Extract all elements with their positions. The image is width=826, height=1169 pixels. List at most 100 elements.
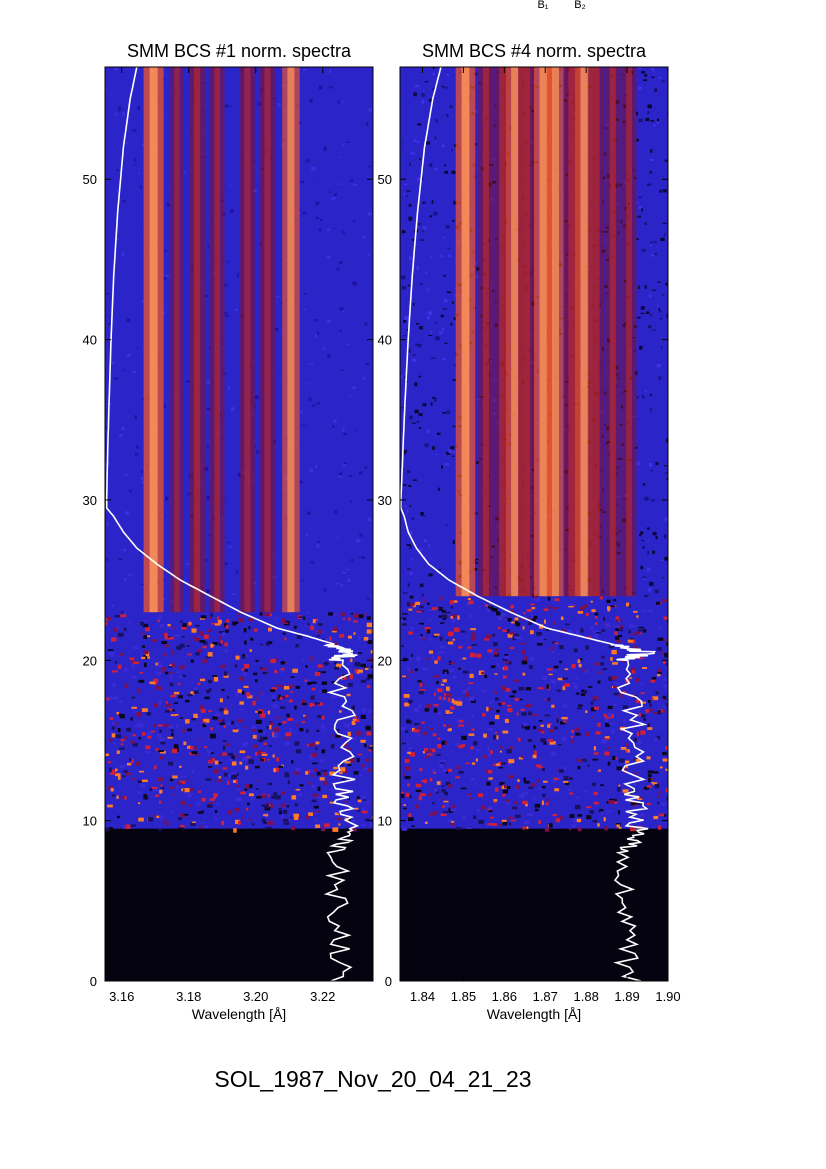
noise-speck bbox=[556, 689, 561, 692]
noise-speck bbox=[543, 741, 547, 745]
noise-speck bbox=[547, 697, 551, 702]
noise-speck bbox=[118, 666, 121, 670]
noise-speck bbox=[208, 799, 211, 802]
noise-speck bbox=[532, 725, 537, 730]
noise-speck bbox=[486, 706, 489, 712]
noise-speck bbox=[603, 616, 606, 621]
noise-speck bbox=[156, 686, 162, 690]
noise-speck bbox=[492, 633, 496, 637]
noise-speck bbox=[159, 737, 165, 742]
noise-speck bbox=[311, 799, 317, 803]
emission-line-core bbox=[511, 67, 519, 597]
texture-speck bbox=[342, 143, 345, 146]
noise-speck bbox=[323, 730, 326, 733]
noise-speck bbox=[343, 743, 348, 747]
noise-speck bbox=[476, 653, 482, 658]
noise-speck bbox=[353, 828, 357, 832]
texture-speck bbox=[620, 220, 623, 224]
noise-speck bbox=[518, 687, 525, 691]
noise-speck bbox=[229, 758, 233, 762]
noise-speck bbox=[132, 711, 138, 713]
y-tick-label: 20 bbox=[378, 653, 392, 668]
noise-speck bbox=[181, 626, 187, 630]
noise-speck bbox=[619, 693, 623, 698]
noise-speck bbox=[139, 671, 143, 674]
noise-speck bbox=[507, 708, 513, 713]
noise-speck bbox=[415, 789, 422, 792]
noise-speck bbox=[662, 695, 666, 700]
noise-speck bbox=[574, 677, 578, 680]
noise-speck bbox=[506, 661, 512, 665]
noise-speck bbox=[319, 777, 325, 781]
noise-speck bbox=[425, 755, 430, 759]
noise-speck bbox=[123, 667, 128, 672]
noise-speck bbox=[450, 821, 455, 823]
noise-speck bbox=[108, 696, 112, 701]
noise-speck bbox=[499, 824, 502, 828]
texture-speck bbox=[409, 595, 414, 599]
noise-speck bbox=[222, 745, 226, 750]
noise-speck bbox=[618, 758, 625, 763]
noise-speck bbox=[222, 767, 228, 770]
noise-speck bbox=[498, 702, 502, 707]
noise-speck bbox=[196, 649, 202, 653]
noise-speck bbox=[348, 635, 352, 639]
noise-speck bbox=[157, 620, 160, 623]
noise-speck bbox=[325, 661, 328, 666]
noise-speck bbox=[367, 674, 373, 679]
noise-speck bbox=[629, 677, 633, 679]
noise-speck bbox=[576, 818, 582, 823]
texture-speck bbox=[344, 462, 347, 465]
noise-speck bbox=[579, 606, 585, 610]
noise-speck bbox=[516, 784, 520, 789]
noise-speck bbox=[321, 630, 325, 634]
texture-speck bbox=[427, 288, 430, 291]
noise-speck bbox=[632, 670, 636, 674]
noise-speck bbox=[146, 635, 151, 638]
noise-speck bbox=[251, 729, 257, 732]
texture-speck bbox=[133, 158, 137, 162]
noise-speck bbox=[203, 634, 209, 639]
noise-speck bbox=[422, 667, 428, 671]
noise-speck bbox=[538, 820, 541, 824]
texture-speck bbox=[602, 511, 607, 513]
noise-speck bbox=[235, 819, 240, 824]
noise-speck bbox=[198, 790, 202, 793]
emission-line-core bbox=[174, 67, 180, 613]
noise-speck bbox=[590, 701, 594, 705]
noise-speck bbox=[432, 607, 438, 611]
noise-speck bbox=[571, 682, 577, 685]
noise-speck bbox=[173, 793, 176, 796]
noise-speck bbox=[420, 634, 423, 638]
texture-speck bbox=[442, 308, 447, 310]
noise-speck bbox=[647, 770, 654, 774]
noise-speck bbox=[536, 632, 542, 636]
texture-speck bbox=[414, 139, 417, 142]
noise-speck bbox=[447, 724, 451, 728]
texture-speck bbox=[340, 369, 345, 372]
noise-speck bbox=[410, 653, 414, 658]
noise-speck bbox=[494, 787, 499, 792]
noise-speck bbox=[317, 664, 323, 668]
texture-speck bbox=[359, 556, 364, 558]
texture-speck bbox=[453, 317, 456, 320]
texture-speck bbox=[163, 277, 167, 280]
texture-speck bbox=[448, 449, 452, 453]
texture-speck bbox=[476, 266, 480, 271]
header-label-b1: B₁ bbox=[537, 0, 548, 11]
noise-speck bbox=[371, 716, 373, 719]
noise-speck bbox=[142, 732, 146, 736]
x-tick-label: 3.22 bbox=[310, 989, 335, 1004]
texture-speck bbox=[278, 103, 281, 107]
noise-speck bbox=[544, 827, 550, 832]
noise-speck bbox=[646, 802, 651, 806]
noise-speck bbox=[475, 749, 481, 752]
noise-speck bbox=[169, 811, 174, 813]
noise-speck bbox=[294, 741, 300, 746]
noise-speck bbox=[360, 679, 367, 683]
noise-speck bbox=[132, 743, 138, 747]
texture-speck bbox=[171, 306, 174, 308]
noise-speck bbox=[517, 779, 520, 782]
noise-speck bbox=[409, 752, 415, 757]
noise-speck bbox=[440, 646, 446, 649]
